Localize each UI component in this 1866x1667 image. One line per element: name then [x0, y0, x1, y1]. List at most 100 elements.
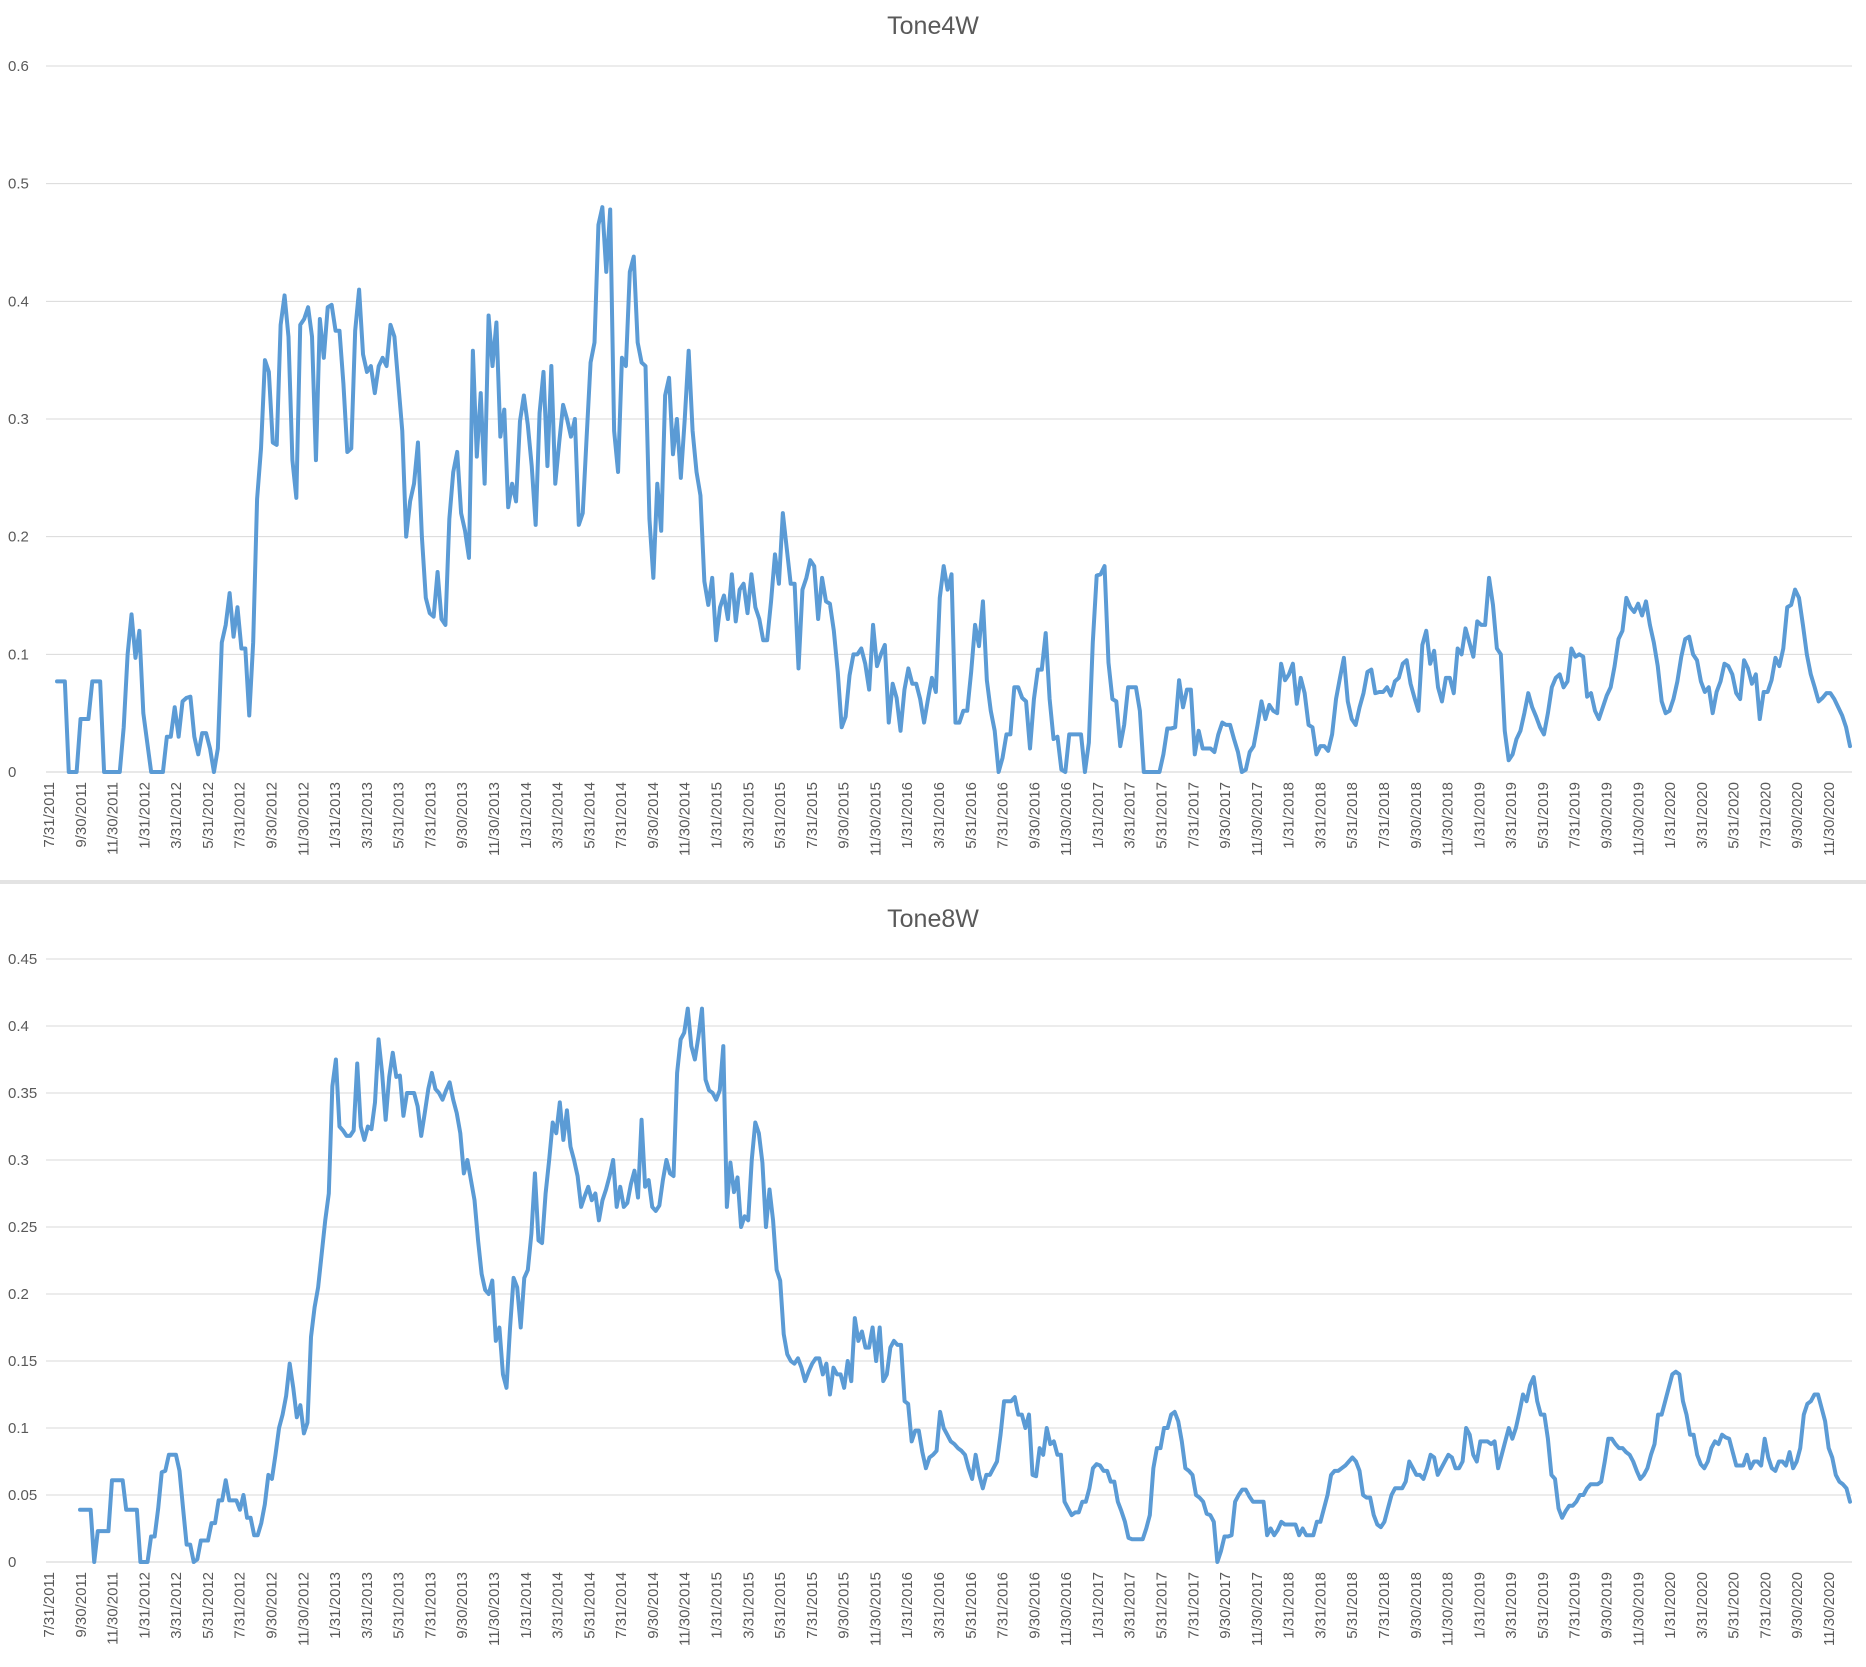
x-tick-label: 7/31/2012 [232, 782, 249, 849]
x-tick-label: 7/31/2020 [1757, 782, 1774, 849]
line-chart-tone8w: Tone8W 0 0.05 0.1 0.15 0.2 0.25 0.3 0.35 0.4 0.45 7… [8, 905, 1852, 1646]
x-tick-label: 5/31/2014 [581, 782, 598, 849]
x-tick-label: 9/30/2015 [836, 1572, 853, 1639]
x-tick-label: 7/31/2015 [804, 1572, 821, 1639]
x-tick-label: 3/31/2016 [931, 1572, 948, 1639]
x-tick-label: 11/30/2020 [1821, 782, 1838, 856]
x-tick-label: 1/31/2018 [1281, 1572, 1298, 1639]
x-tick-label: 11/30/2017 [1249, 1572, 1266, 1646]
x-tick-label: 7/31/2020 [1757, 1572, 1774, 1639]
y-tick-label: 0 [8, 1554, 16, 1571]
y-tick-label: 0.05 [8, 1487, 37, 1504]
x-tick-label: 9/30/2013 [454, 1572, 471, 1639]
x-tick-label: 5/31/2012 [200, 1572, 217, 1639]
x-tick-label: 3/31/2014 [550, 782, 567, 849]
x-tick-label: 5/31/2016 [963, 782, 980, 849]
line-chart-tone4w: Tone4W 0 0.1 0.2 0.3 0.4 0.5 0.6 7/31/2011 9/30/2… [8, 12, 1852, 856]
x-tick-label: 5/31/2013 [391, 1572, 408, 1639]
x-tick-label: 11/30/2011 [105, 782, 122, 855]
chart-panel-tone8w: Tone8W 0 0.05 0.1 0.15 0.2 0.25 0.3 0.35 0.4 0.45 7… [0, 884, 1866, 1667]
y-tick-label: 0 [8, 764, 16, 781]
x-tick-label: 7/31/2013 [422, 1572, 439, 1639]
x-tick-label: 5/31/2016 [963, 1572, 980, 1639]
x-tick-label: 7/31/2014 [613, 782, 630, 849]
x-tick-label: 1/31/2012 [136, 782, 153, 849]
x-tick-label: 9/30/2017 [1217, 782, 1234, 849]
x-tick-label: 9/30/2019 [1599, 782, 1616, 849]
x-tick-label: 5/31/2019 [1535, 1572, 1552, 1639]
x-tick-label: 3/31/2019 [1503, 1572, 1520, 1639]
chart-1: Tone8W 0 0.05 0.1 0.15 0.2 0.25 0.3 0.35 0.4 0.45 7… [8, 905, 1852, 1646]
y-tick-label: 0.4 [8, 293, 29, 310]
chart-0: Tone4W 0 0.1 0.2 0.3 0.4 0.5 0.6 7/31/2011 9/30/2… [8, 12, 1852, 856]
x-tick-label: 9/30/2018 [1408, 1572, 1425, 1639]
y-tick-label: 0.1 [8, 1420, 29, 1437]
x-tick-label: 7/31/2011 [41, 782, 58, 848]
x-tick-label: 9/30/2012 [264, 1572, 281, 1639]
x-tick-label: 11/30/2017 [1249, 782, 1266, 856]
x-tick-label: 5/31/2013 [391, 782, 408, 849]
x-tick-label: 1/31/2014 [518, 782, 535, 849]
x-tick-label: 1/31/2016 [899, 782, 916, 849]
x-axis-ticks: 7/31/2011 9/30/2011 11/30/2011 1/31/2012 3/3… [41, 782, 1838, 856]
x-tick-label: 11/30/2018 [1440, 1572, 1457, 1646]
x-tick-label: 9/30/2016 [1026, 782, 1043, 849]
x-tick-label: 11/30/2012 [295, 782, 312, 856]
x-tick-label: 3/31/2012 [168, 1572, 185, 1639]
x-tick-label: 5/31/2017 [1154, 1572, 1171, 1639]
y-tick-label: 0.1 [8, 646, 29, 663]
x-tick-label: 1/31/2019 [1471, 1572, 1488, 1639]
x-tick-label: 7/31/2013 [422, 782, 439, 849]
x-tick-label: 11/30/2019 [1630, 1572, 1647, 1646]
x-tick-label: 7/31/2018 [1376, 782, 1393, 849]
x-tick-label: 9/30/2019 [1599, 1572, 1616, 1639]
x-tick-label: 3/31/2018 [1312, 782, 1329, 849]
x-tick-label: 11/30/2011 [105, 1572, 122, 1645]
x-tick-label: 5/31/2020 [1726, 1572, 1743, 1639]
x-tick-label: 1/31/2014 [518, 1572, 535, 1639]
x-tick-label: 11/30/2016 [1058, 782, 1075, 856]
series-line [55, 205, 1852, 774]
x-tick-label: 9/30/2015 [836, 782, 853, 849]
x-tick-label: 5/31/2012 [200, 782, 217, 849]
x-tick-label: 1/31/2015 [709, 782, 726, 849]
x-tick-label: 11/30/2014 [677, 782, 694, 856]
x-tick-label: 3/31/2019 [1503, 782, 1520, 849]
x-tick-label: 9/30/2012 [264, 782, 281, 849]
y-tick-label: 0.2 [8, 529, 29, 546]
x-tick-label: 11/30/2015 [867, 1572, 884, 1646]
x-tick-label: 1/31/2015 [709, 1572, 726, 1639]
x-tick-label: 1/31/2013 [327, 1572, 344, 1639]
x-tick-label: 7/31/2019 [1567, 1572, 1584, 1639]
x-tick-label: 5/31/2015 [772, 782, 789, 849]
x-tick-label: 1/31/2016 [899, 1572, 916, 1639]
x-tick-label: 3/31/2013 [359, 1572, 376, 1639]
x-tick-label: 9/30/2013 [454, 782, 471, 849]
x-tick-label: 1/31/2020 [1662, 782, 1679, 849]
x-tick-label: 3/31/2017 [1122, 782, 1139, 849]
y-tick-label: 0.35 [8, 1085, 37, 1102]
x-tick-label: 5/31/2014 [581, 1572, 598, 1639]
x-tick-label: 11/30/2015 [867, 782, 884, 856]
x-tick-label: 1/31/2019 [1471, 782, 1488, 849]
x-tick-label: 7/31/2012 [232, 1572, 249, 1639]
x-tick-label: 11/30/2014 [677, 1572, 694, 1646]
y-tick-label: 0.15 [8, 1353, 37, 1370]
x-tick-label: 7/31/2016 [995, 1572, 1012, 1639]
x-tick-label: 3/31/2016 [931, 782, 948, 849]
x-tick-label: 1/31/2017 [1090, 1572, 1107, 1639]
y-tick-label: 0.25 [8, 1219, 37, 1236]
x-tick-label: 3/31/2015 [740, 782, 757, 849]
x-tick-label: 11/30/2013 [486, 1572, 503, 1646]
x-tick-label: 9/30/2011 [73, 782, 90, 848]
x-tick-label: 3/31/2013 [359, 782, 376, 849]
x-tick-label: 11/30/2020 [1821, 1572, 1838, 1646]
y-tick-label: 0.6 [8, 58, 29, 75]
x-tick-label: 7/31/2018 [1376, 1572, 1393, 1639]
x-tick-label: 7/31/2017 [1185, 1572, 1202, 1639]
chart-title: Tone8W [887, 905, 979, 933]
y-tick-label: 0.5 [8, 176, 29, 193]
y-tick-label: 0.4 [8, 1018, 29, 1035]
x-tick-label: 5/31/2018 [1344, 782, 1361, 849]
x-tick-label: 9/30/2014 [645, 1572, 662, 1639]
